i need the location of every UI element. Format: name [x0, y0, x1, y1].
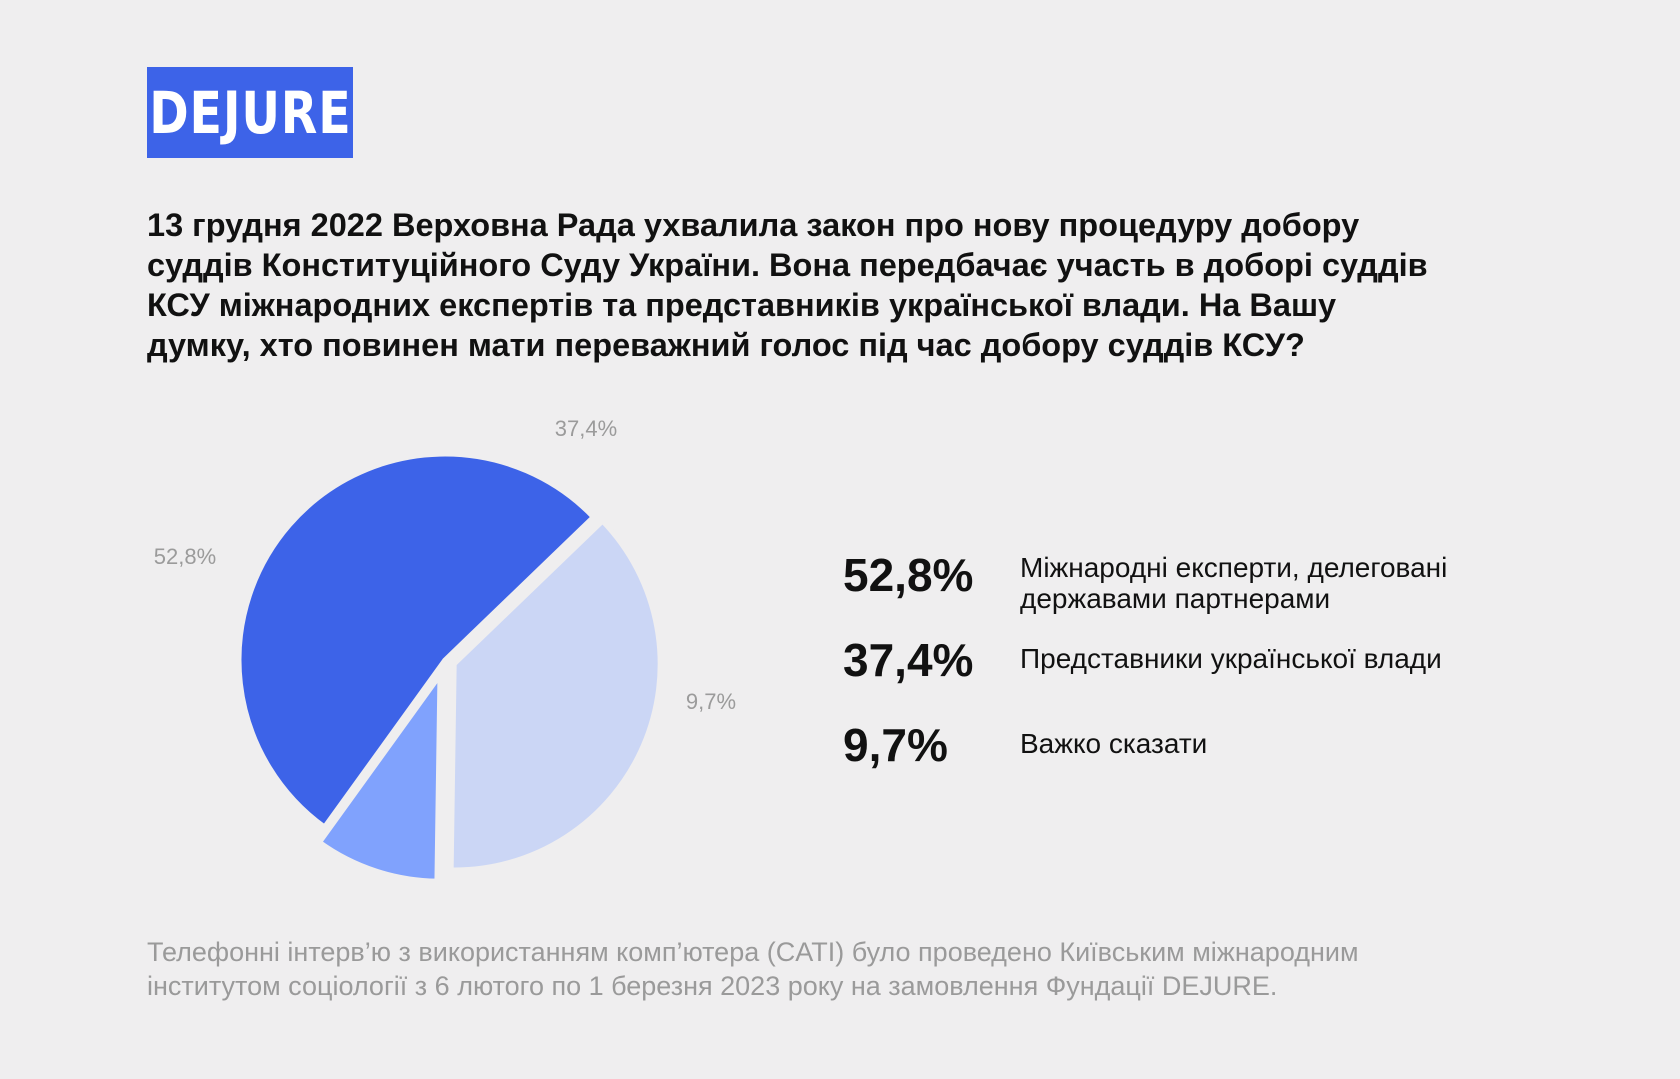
legend-label: Представники української влади	[1020, 643, 1442, 674]
question-line: 13 грудня 2022 Верховна Рада ухвалила за…	[147, 207, 1360, 243]
legend-value: 37,4%	[843, 634, 974, 686]
footnote: Телефонні інтерв’ю з використанням комп’…	[147, 935, 1587, 1003]
pie-data-label: 52,8%	[154, 544, 216, 569]
dejure-logo: DEJURE	[147, 67, 353, 158]
pie-chart: 52,8% 37,4% 9,7%	[154, 416, 736, 884]
question-line: думку, хто повинен мати переважний голос…	[147, 327, 1305, 363]
question-line: КСУ міжнародних експертів та представник…	[147, 287, 1337, 323]
footnote-line: Телефонні інтерв’ю з використанням комп’…	[147, 937, 1359, 967]
question-line: суддів Конституційного Суду України. Вон…	[147, 247, 1428, 283]
pie-slice-hard-to-say	[316, 672, 443, 884]
pie-slice-ukrainian-authorities	[448, 518, 663, 873]
footnote-line: інститутом соціології з 6 лютого по 1 бе…	[147, 971, 1278, 1001]
legend-label: Міжнародні експерти, делеговані державам…	[1020, 552, 1448, 614]
logo-text: DEJURE	[148, 78, 352, 147]
legend-value: 9,7%	[843, 719, 948, 771]
pie-slice-experts	[236, 451, 596, 830]
legend-value: 52,8%	[843, 549, 974, 601]
question-title: 13 грудня 2022 Верховна Рада ухвалила за…	[147, 205, 1567, 365]
pie-data-label: 37,4%	[555, 416, 617, 441]
legend-label: Важко сказати	[1020, 728, 1208, 759]
pie-data-label: 9,7%	[686, 689, 736, 714]
